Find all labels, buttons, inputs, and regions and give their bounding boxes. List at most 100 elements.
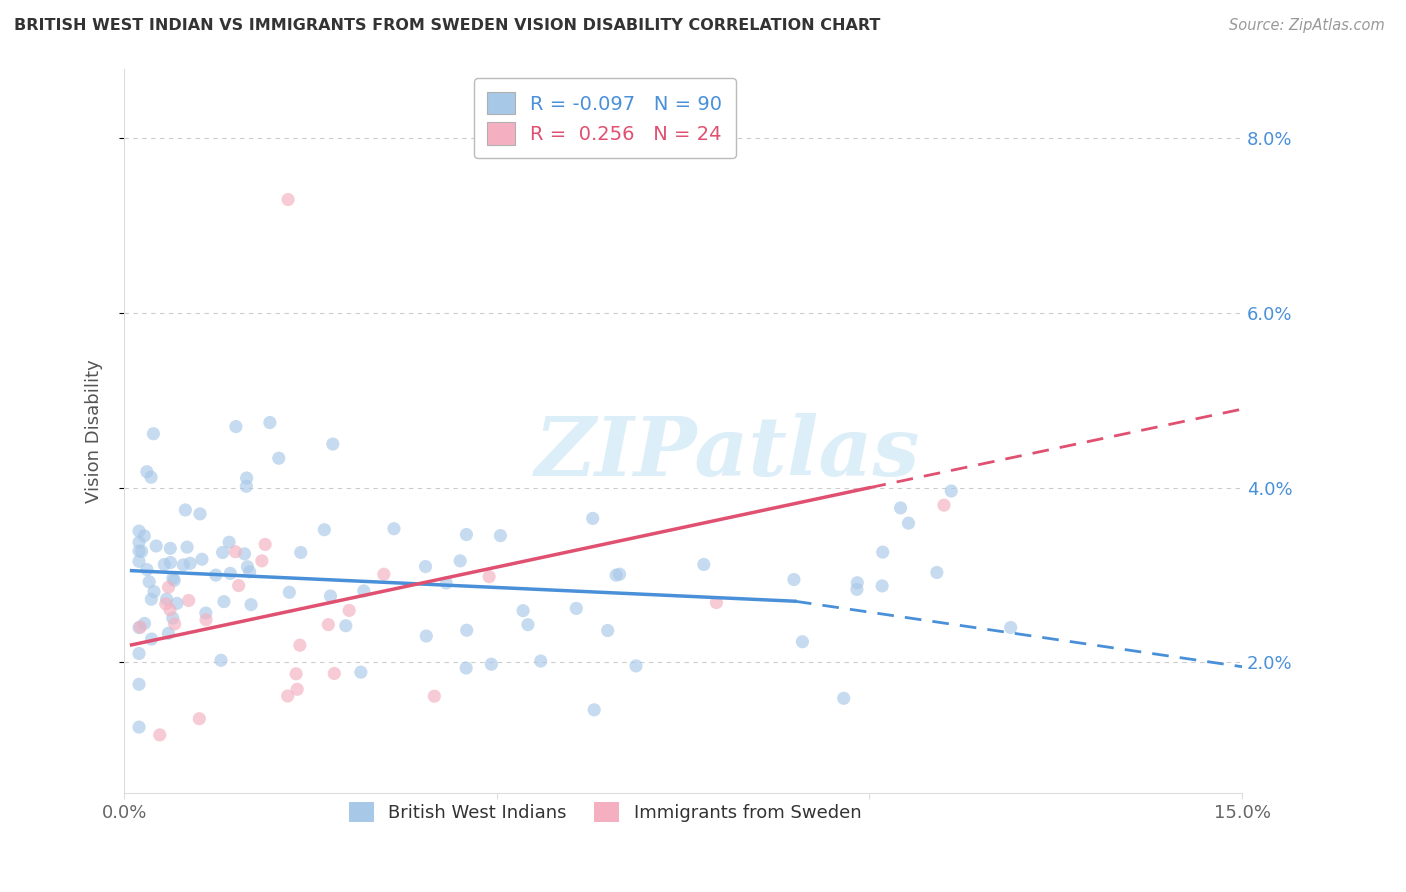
Point [159, 541, 181, 556]
Point [233, 547, 256, 561]
Point [134, 616, 156, 631]
Point [335, 618, 357, 632]
Point [323, 666, 346, 681]
Point [224, 545, 246, 559]
Point [135, 563, 157, 577]
Point [932, 498, 955, 512]
Point [479, 657, 502, 672]
Point [128, 677, 150, 691]
Point [225, 419, 247, 434]
Point [141, 592, 163, 607]
Point [240, 598, 263, 612]
Point [163, 574, 186, 588]
Point [188, 712, 211, 726]
Text: ZIPatlas: ZIPatlas [536, 413, 921, 492]
Point [845, 582, 868, 597]
Point [319, 589, 342, 603]
Point [179, 556, 201, 570]
Point [318, 617, 340, 632]
Point [129, 620, 152, 634]
Point [314, 523, 336, 537]
Point [159, 556, 181, 570]
Point [530, 654, 553, 668]
Point [489, 528, 512, 542]
Point [870, 579, 893, 593]
Point [142, 426, 165, 441]
Point [235, 479, 257, 493]
Point [155, 592, 177, 607]
Point [205, 568, 228, 582]
Point [194, 606, 217, 620]
Point [693, 558, 716, 572]
Point [138, 574, 160, 589]
Point [128, 554, 150, 568]
Point [157, 626, 180, 640]
Point [415, 559, 437, 574]
Point [846, 575, 869, 590]
Point [141, 632, 163, 646]
Point [177, 593, 200, 607]
Point [456, 661, 478, 675]
Point [172, 558, 194, 572]
Point [162, 571, 184, 585]
Point [155, 597, 177, 611]
Point [195, 613, 218, 627]
Point [267, 451, 290, 466]
Legend: British West Indians, Immigrants from Sweden: British West Indians, Immigrants from Sw… [336, 789, 873, 835]
Point [423, 689, 446, 703]
Point [456, 527, 478, 541]
Y-axis label: Vision Disability: Vision Disability [86, 359, 103, 503]
Point [149, 728, 172, 742]
Point [890, 500, 912, 515]
Point [128, 535, 150, 549]
Point [176, 540, 198, 554]
Point [783, 573, 806, 587]
Point [277, 689, 299, 703]
Point [153, 558, 176, 572]
Point [134, 529, 156, 543]
Point [609, 567, 631, 582]
Point [211, 545, 233, 559]
Point [792, 634, 814, 648]
Point [925, 566, 948, 580]
Point [624, 659, 647, 673]
Point [212, 594, 235, 608]
Point [128, 524, 150, 538]
Point [162, 611, 184, 625]
Point [582, 511, 605, 525]
Point [373, 567, 395, 582]
Point [157, 580, 180, 594]
Point [478, 569, 501, 583]
Point [415, 629, 437, 643]
Point [239, 565, 262, 579]
Point [218, 535, 240, 549]
Point [163, 616, 186, 631]
Point [285, 666, 308, 681]
Point [1000, 621, 1022, 635]
Point [941, 483, 963, 498]
Point [188, 507, 211, 521]
Point [145, 539, 167, 553]
Point [228, 578, 250, 592]
Point [219, 566, 242, 581]
Point [166, 596, 188, 610]
Point [353, 584, 375, 599]
Point [605, 568, 627, 582]
Point [174, 503, 197, 517]
Point [128, 621, 150, 635]
Point [596, 624, 619, 638]
Text: Source: ZipAtlas.com: Source: ZipAtlas.com [1229, 18, 1385, 33]
Text: BRITISH WEST INDIAN VS IMMIGRANTS FROM SWEDEN VISION DISABILITY CORRELATION CHAR: BRITISH WEST INDIAN VS IMMIGRANTS FROM S… [14, 18, 880, 33]
Point [128, 544, 150, 558]
Point [277, 193, 299, 207]
Point [250, 554, 273, 568]
Point [350, 665, 373, 680]
Point [278, 585, 301, 599]
Point [139, 470, 162, 484]
Point [449, 554, 471, 568]
Point [254, 537, 277, 551]
Point [434, 576, 457, 591]
Point [290, 545, 312, 559]
Point [236, 559, 259, 574]
Point [512, 604, 534, 618]
